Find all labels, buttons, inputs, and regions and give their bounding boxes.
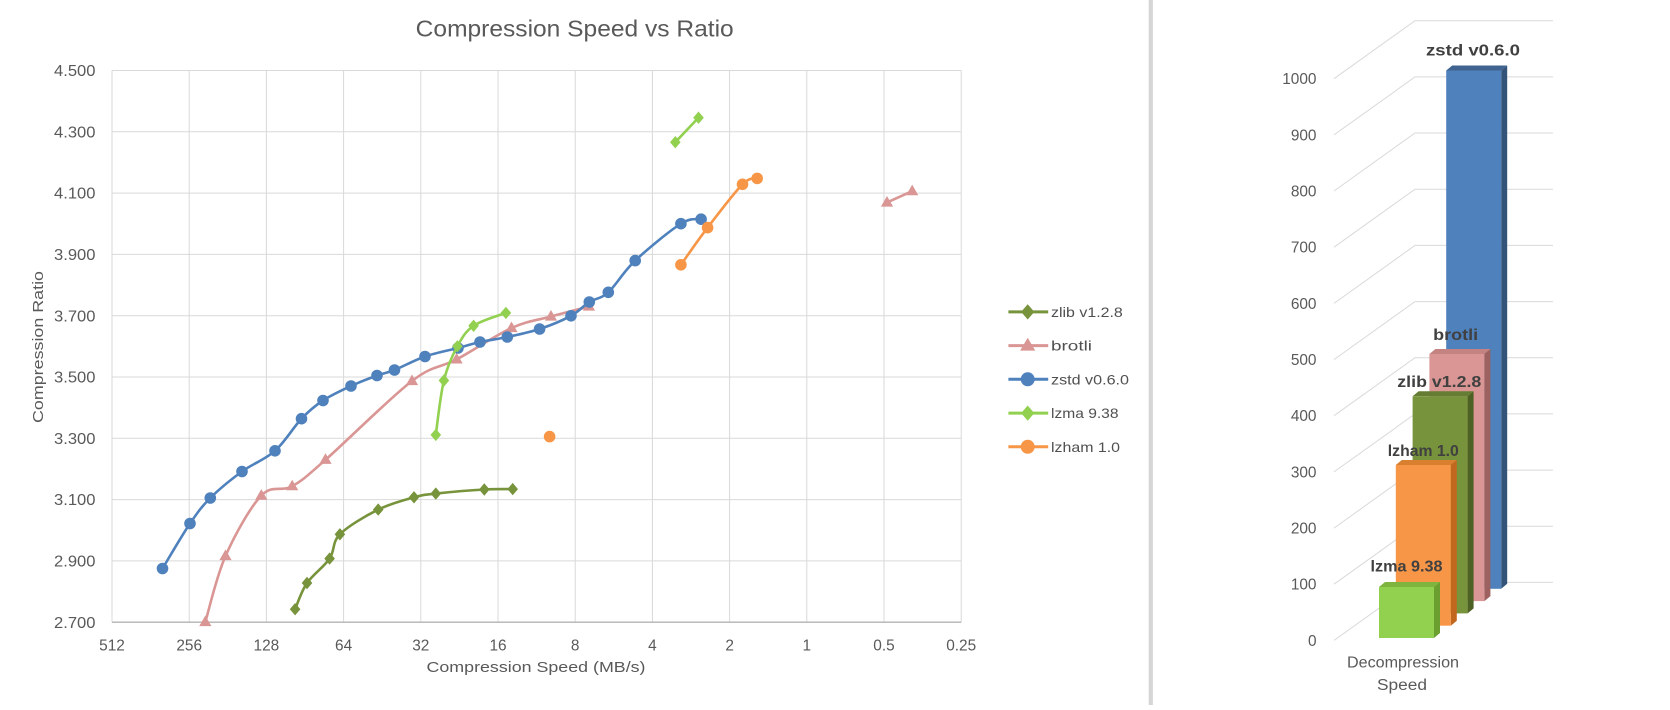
svg-text:300: 300 [1291,464,1317,481]
svg-text:32: 32 [412,638,429,655]
svg-text:Decompression: Decompression [1347,654,1459,671]
svg-text:900: 900 [1291,127,1317,144]
svg-text:zstd v0.6.0: zstd v0.6.0 [1426,42,1520,59]
svg-text:brotli: brotli [1051,338,1092,354]
svg-text:zstd v0.6.0: zstd v0.6.0 [1051,371,1129,387]
svg-text:3.100: 3.100 [54,492,96,509]
svg-text:lzma 9.38: lzma 9.38 [1371,559,1443,576]
svg-text:128: 128 [254,638,280,655]
svg-text:512: 512 [99,638,125,655]
svg-text:zlib v1.2.8: zlib v1.2.8 [1051,304,1123,320]
svg-text:1: 1 [803,638,812,655]
svg-text:lzham 1.0: lzham 1.0 [1051,439,1120,455]
svg-text:Speed: Speed [1377,677,1427,694]
svg-text:lzma 9.38: lzma 9.38 [1051,405,1119,421]
svg-text:0.25: 0.25 [946,638,976,655]
svg-text:3.300: 3.300 [54,431,96,448]
svg-text:4: 4 [648,638,657,655]
svg-text:700: 700 [1291,240,1317,257]
svg-text:1000: 1000 [1282,71,1316,88]
svg-text:2: 2 [725,638,734,655]
svg-text:0.5: 0.5 [873,638,894,655]
svg-text:4.100: 4.100 [54,186,96,203]
svg-text:3.500: 3.500 [54,370,96,387]
svg-text:lzham 1.0: lzham 1.0 [1388,443,1459,460]
svg-text:8: 8 [571,638,580,655]
svg-text:600: 600 [1291,296,1317,313]
svg-text:16: 16 [489,638,506,655]
svg-text:256: 256 [176,638,202,655]
svg-text:800: 800 [1291,183,1317,200]
svg-text:500: 500 [1291,352,1317,369]
svg-text:zlib v1.2.8: zlib v1.2.8 [1397,374,1481,391]
svg-text:4.500: 4.500 [54,63,96,80]
svg-text:4.300: 4.300 [54,124,96,141]
svg-text:Compression Ratio: Compression Ratio [30,271,47,423]
svg-text:brotli: brotli [1433,327,1478,344]
svg-text:Compression Speed vs Ratio: Compression Speed vs Ratio [416,15,734,41]
svg-text:3.900: 3.900 [54,247,96,264]
svg-text:Compression Speed (MB/s): Compression Speed (MB/s) [427,659,646,676]
svg-text:64: 64 [335,638,353,655]
svg-text:2.900: 2.900 [54,554,96,571]
svg-text:2.700: 2.700 [54,615,96,632]
svg-text:200: 200 [1291,521,1317,538]
svg-text:400: 400 [1291,408,1317,425]
svg-text:0: 0 [1308,633,1317,650]
svg-text:3.700: 3.700 [54,308,96,325]
svg-text:100: 100 [1291,577,1317,594]
